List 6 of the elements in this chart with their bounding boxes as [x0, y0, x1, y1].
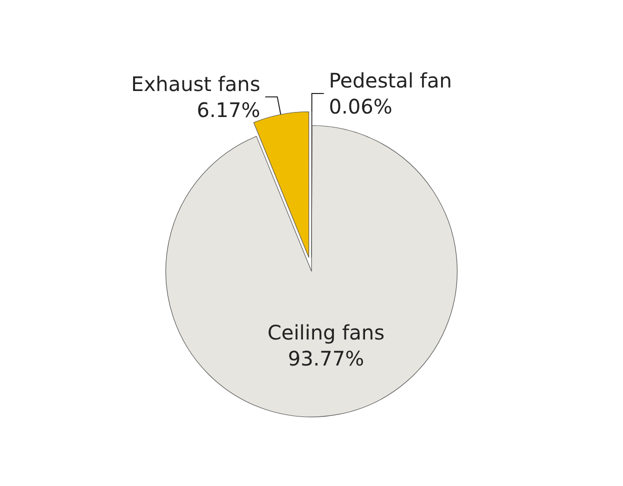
- slice-label: Pedestal fan: [328, 68, 452, 92]
- slice-label: Ceiling fans: [267, 320, 384, 345]
- data-label: 93.77%: [288, 346, 364, 371]
- data-label: 6.17%: [196, 98, 260, 122]
- slice-label: Exhaust fans: [131, 72, 260, 96]
- data-label: 0.06%: [328, 94, 392, 118]
